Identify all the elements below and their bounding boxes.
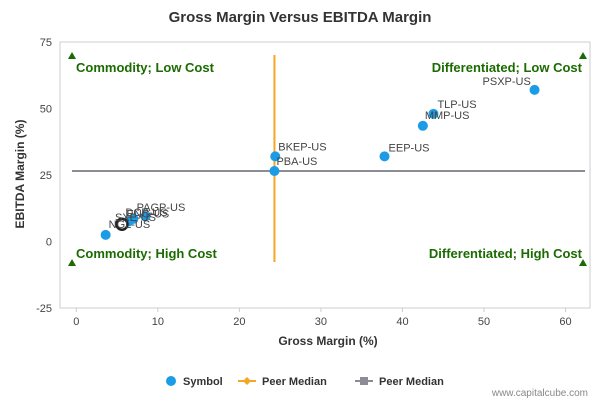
y-tick-label: 25 <box>40 170 52 182</box>
data-point-label: TLP-US <box>437 99 476 111</box>
x-axis-title: Gross Margin (%) <box>278 334 377 348</box>
data-point <box>270 151 281 162</box>
data-point-label: DCP-US <box>125 207 167 219</box>
data-point-label: PSXP-US <box>483 76 531 88</box>
legend-symbol-marker <box>166 376 176 386</box>
chart-title: Gross Margin Versus EBITDA Margin <box>169 9 432 26</box>
x-tick-label: 30 <box>315 316 327 328</box>
plot-frame <box>59 41 591 309</box>
legend: Symbol Peer Median Peer Median <box>166 376 444 388</box>
data-point-label: PAGP-US <box>137 202 186 214</box>
corner-marker-top-right <box>579 52 587 59</box>
data-points <box>100 84 540 240</box>
legend-symbol-label: Symbol <box>183 376 223 388</box>
corner-marker-bottom-right <box>579 259 587 266</box>
legend-median-diamond <box>243 377 251 385</box>
quadrant-top-left: Commodity; Low Cost <box>76 60 215 75</box>
legend-peer-median-label-2: Peer Median <box>379 376 444 388</box>
data-point-label: SXE-US <box>115 212 156 224</box>
data-point <box>529 84 540 95</box>
quadrant-labels: Commodity; Low Cost Differentiated; Low … <box>76 60 583 261</box>
data-point <box>269 166 280 177</box>
data-point <box>417 120 428 131</box>
credit-text: www.capitalcube.com <box>491 388 588 399</box>
corner-marker-top-left <box>68 52 76 59</box>
plot-area <box>59 41 591 309</box>
data-point <box>100 229 111 240</box>
x-tick-label: 60 <box>559 316 571 328</box>
quadrant-top-right: Differentiated; Low Cost <box>432 60 583 75</box>
quadrant-corner-markers <box>68 52 587 266</box>
data-point-highlighted <box>115 217 129 231</box>
corner-marker-bottom-left <box>68 259 76 266</box>
x-tick-label: 40 <box>396 316 408 328</box>
y-tick-label: 0 <box>46 237 52 249</box>
data-point-label: EEP-US <box>389 142 430 154</box>
data-point-label: PBA-US <box>276 156 317 168</box>
x-tick-labels: 0 10 20 30 40 50 60 <box>73 316 571 328</box>
data-point <box>428 108 439 119</box>
data-point <box>140 211 151 222</box>
y-tick-label: 50 <box>40 104 52 116</box>
x-tick-label: 0 <box>73 316 79 328</box>
data-point-label: MMP-US <box>425 110 470 122</box>
grid-lines <box>75 308 567 312</box>
data-point-label: NGL-US <box>109 219 151 231</box>
quadrant-bottom-right: Differentiated; High Cost <box>429 246 583 261</box>
quadrant-bottom-left: Commodity; High Cost <box>76 246 217 261</box>
data-point <box>379 151 390 162</box>
legend-median-square <box>360 377 368 385</box>
data-point-label: BKEP-US <box>278 141 326 153</box>
legend-item-peer-median-gross[interactable]: Peer Median <box>238 376 327 388</box>
y-tick-label: 75 <box>40 37 52 49</box>
legend-peer-median-label-1: Peer Median <box>262 376 327 388</box>
x-tick-label: 10 <box>152 316 164 328</box>
x-tick-label: 50 <box>478 316 490 328</box>
data-point-label: ENG-US <box>126 209 169 221</box>
legend-item-peer-median-ebitda[interactable]: Peer Median <box>355 376 444 388</box>
y-tick-label: -25 <box>36 303 52 315</box>
y-axis-title: EBITDA Margin (%) <box>13 120 27 229</box>
x-tick-label: 20 <box>233 316 245 328</box>
legend-item-symbol[interactable]: Symbol <box>166 376 223 388</box>
y-tick-labels: -25 0 25 50 75 <box>36 37 52 315</box>
